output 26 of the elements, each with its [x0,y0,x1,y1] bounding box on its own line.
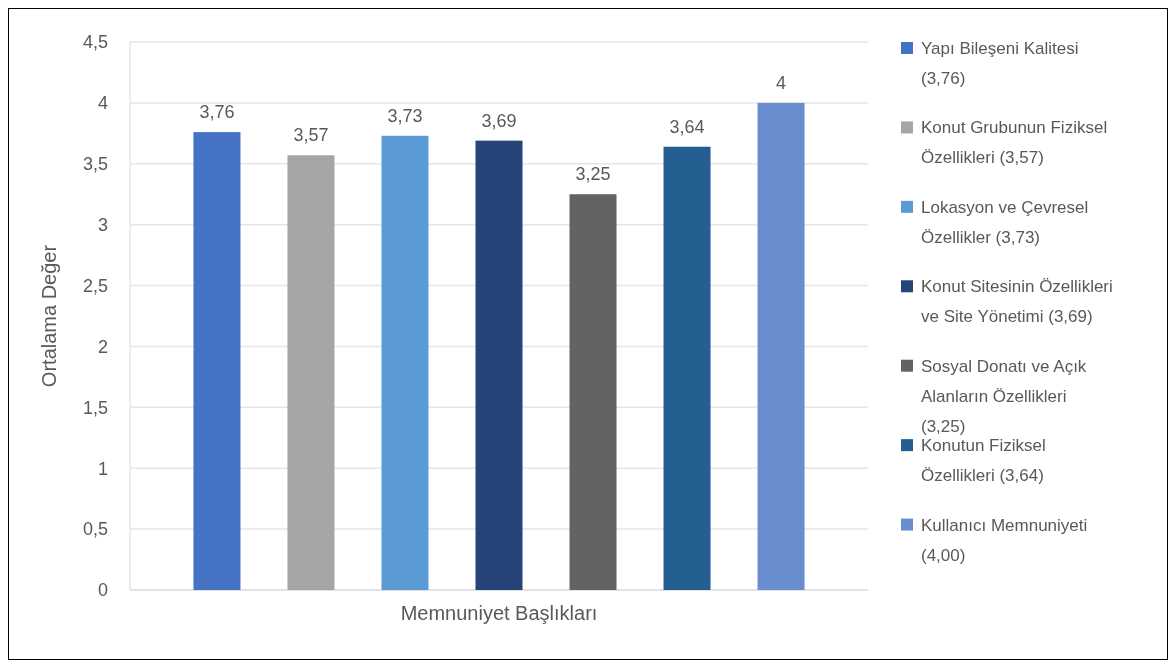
data-label: 3,25 [575,164,611,185]
y-tick-label: 3 [97,214,108,235]
data-label: 3,57 [293,125,329,146]
x-axis-title: Memnuniyet Başlıkları [400,602,598,624]
legend-label: Kullanıcı Memnuniyeti (4,00) [921,515,1088,565]
legend-label: Konutun Fiziksel Özellikleri (3,64) [921,436,1046,486]
y-tick-label: 2 [97,336,108,357]
data-label: 3,76 [199,102,235,123]
y-tick-label: 2,5 [82,275,108,296]
legend-label: Konut Grubunun Fiziksel Özellikleri (3,57) [921,118,1108,168]
y-axis-title: Ortalama Değer [38,244,60,388]
y-tick-label: 3,5 [82,154,108,175]
y-tick-label: 0,5 [82,519,108,540]
legend-label: Lokasyon ve Çevresel Özellikler (3,73) [921,197,1089,247]
legend-label: Yapı Bileşeni Kalitesi (3,76) [921,38,1079,88]
data-label: 3,73 [387,105,423,126]
legend-label: Sosyal Donatı ve Açık Alanların Özellikleri (3,25) [921,356,1087,436]
data-label: 3,64 [669,116,705,137]
y-tick-label: 0 [97,580,108,601]
data-label: 4 [776,72,787,93]
y-tick-label: 4,5 [82,32,108,53]
legend-label: Konut Sitesinin Özellikleri ve Site Yönetimi (3,69) [921,277,1113,327]
y-tick-label: 1 [97,458,108,479]
y-tick-label: 1,5 [82,397,108,418]
data-label: 3,69 [481,110,517,131]
y-tick-label: 4 [97,93,108,114]
